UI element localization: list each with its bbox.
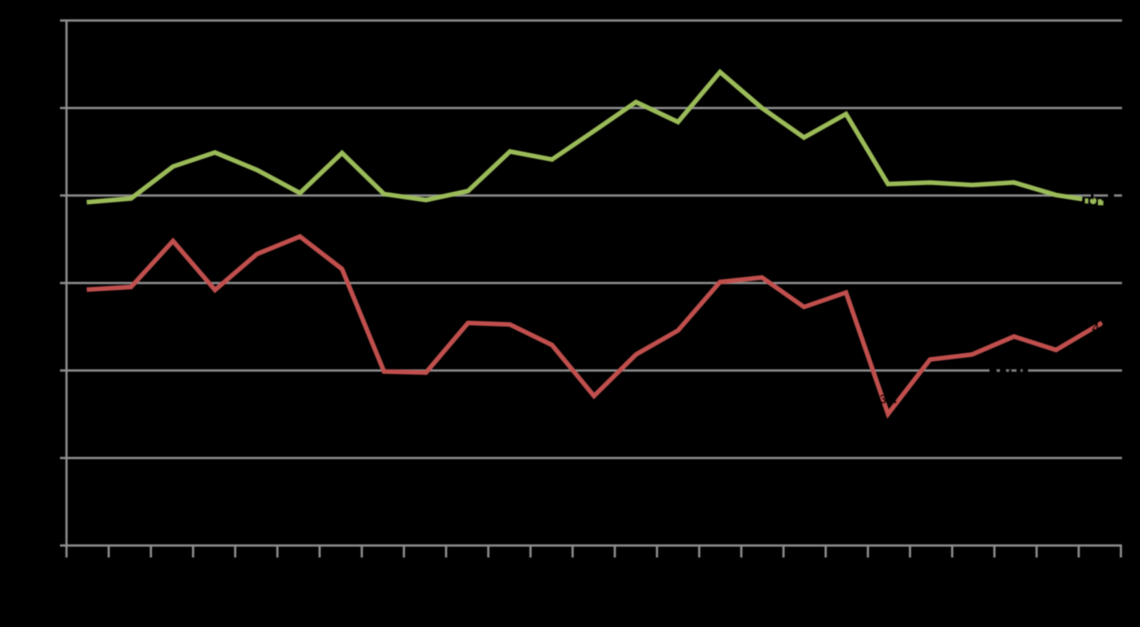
svg-text:37: 37 — [880, 392, 894, 407]
svg-text:44.5: 44.5 — [1092, 320, 1117, 335]
